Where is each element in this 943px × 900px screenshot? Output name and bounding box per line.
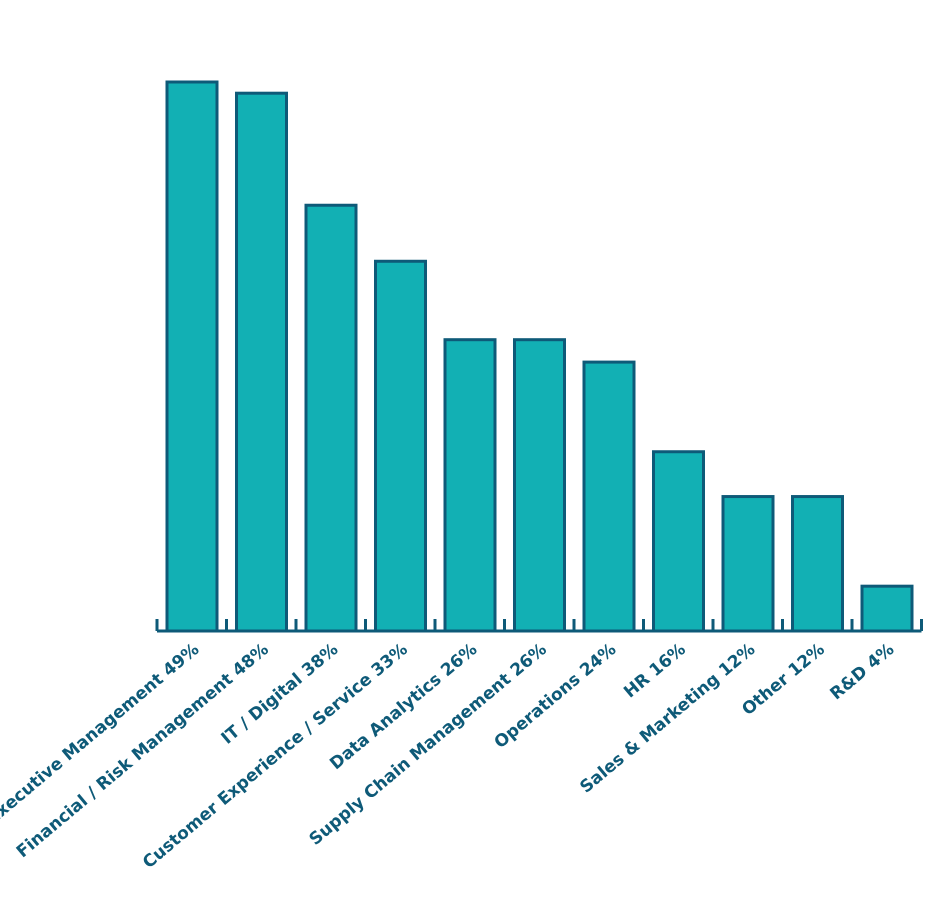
bar-2 (304, 203, 358, 633)
bar-3 (374, 259, 427, 633)
bar-8 (721, 495, 775, 633)
bar-6 (582, 360, 636, 633)
x-tick-label-10: R&D 4% (827, 640, 899, 705)
x-tick-label-1: Financial / Risk Management 48% (13, 640, 273, 863)
bar-7 (652, 450, 705, 633)
x-tick-label-7: HR 16% (620, 640, 689, 703)
bar-10 (860, 584, 914, 633)
x-tick-label-2: IT / Digital 38% (218, 640, 343, 749)
bars-group (165, 80, 914, 633)
x-tick-label-6: Operations 24% (491, 640, 621, 753)
bar-9 (791, 495, 844, 633)
bar-1 (235, 91, 288, 633)
bar-5 (513, 338, 566, 633)
x-tick-label-3: Customer Experience / Service 33% (139, 640, 412, 873)
x-axis-tick-labels: Executive Management 49%Financial / Risk… (0, 640, 898, 873)
bar-4 (443, 338, 497, 633)
x-axis-ticks (155, 619, 923, 631)
bar-0 (165, 80, 219, 633)
